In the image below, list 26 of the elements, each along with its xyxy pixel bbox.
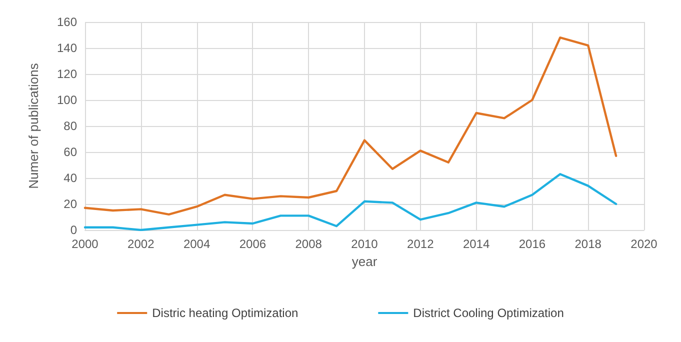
x-tick-label: 2018	[574, 237, 602, 251]
y-tick-label: 100	[56, 93, 78, 107]
x-tick-label: 2006	[239, 237, 266, 251]
x-tick-label: 2010	[351, 237, 378, 251]
y-tick-label: 40	[64, 171, 78, 185]
x-tick-label: 2020	[630, 237, 658, 251]
y-tick-label: 140	[56, 41, 78, 55]
x-tick-label: 2012	[407, 237, 434, 251]
line-series	[84, 36, 618, 216]
y-tick-label: 60	[64, 145, 78, 159]
y-axis-title: Numer of publications	[26, 62, 41, 189]
y-tick-label: 0	[70, 223, 78, 237]
x-tick-label: 2004	[183, 237, 210, 251]
x-axis-title: year	[352, 254, 378, 269]
y-tick-label: 20	[64, 197, 78, 211]
x-tick-label: 2014	[462, 237, 490, 251]
x-tick-label: 2002	[128, 237, 155, 251]
x-tick-label: 2000	[72, 237, 99, 251]
y-tick-label: 160	[56, 15, 78, 29]
x-tick-label: 2008	[295, 237, 322, 251]
x-tick-label: 2016	[518, 237, 546, 251]
legend-label: District Cooling Optimization	[413, 306, 564, 320]
y-tick-label: 120	[56, 67, 78, 81]
legend-label: Distric heating Optimization	[152, 306, 298, 320]
y-tick-label: 80	[64, 119, 78, 133]
line-series	[84, 173, 618, 232]
